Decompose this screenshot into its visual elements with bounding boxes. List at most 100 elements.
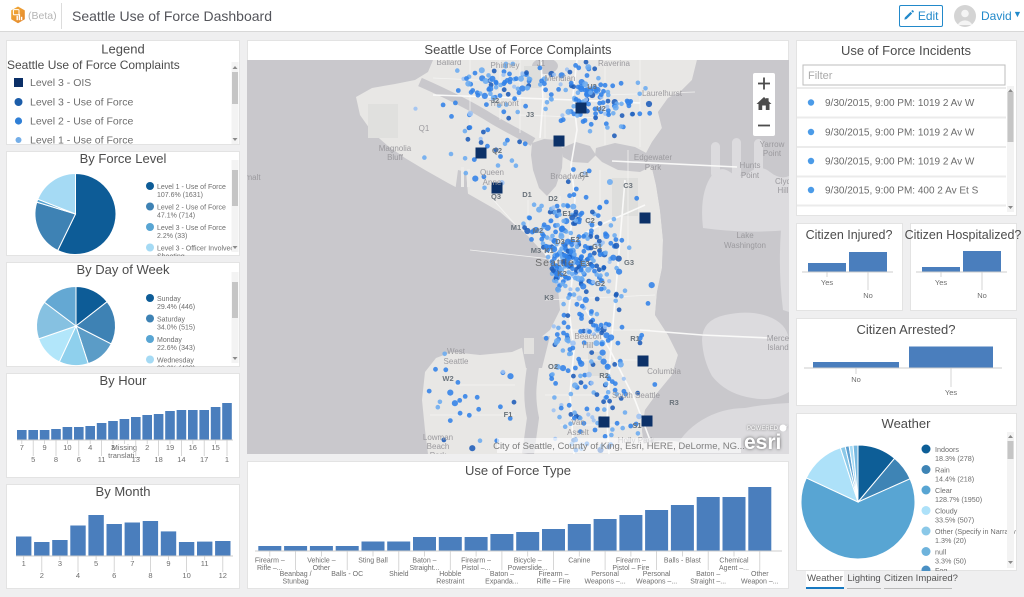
svg-text:22.6% (343): 22.6% (343)	[157, 345, 195, 352]
svg-text:Phinney: Phinney	[491, 61, 520, 70]
svg-text:U2: U2	[596, 104, 606, 113]
svg-text:Asselt: Asselt	[567, 428, 590, 437]
svg-text:Chemical: Chemical	[719, 558, 749, 565]
svg-text:F1: F1	[504, 410, 513, 419]
svg-text:C2: C2	[585, 216, 595, 225]
svg-text:47.1% (714): 47.1% (714)	[157, 213, 195, 220]
svg-text:12: 12	[219, 571, 227, 580]
svg-text:D1: D1	[522, 190, 532, 199]
svg-text:Yes: Yes	[945, 388, 957, 397]
svg-text:S1: S1	[632, 421, 641, 430]
svg-text:Pistol –...: Pistol –...	[462, 565, 491, 572]
svg-text:17: 17	[200, 455, 208, 464]
svg-text:K2: K2	[557, 269, 567, 278]
svg-text:5: 5	[31, 455, 35, 464]
svg-text:West: West	[447, 347, 466, 356]
svg-text:South Seattle: South Seattle	[612, 391, 661, 400]
svg-text:Other (Specify in Narrativ: Other (Specify in Narrativ	[935, 527, 1016, 536]
svg-text:Beacon: Beacon	[574, 332, 601, 341]
svg-text:E3: E3	[580, 259, 589, 268]
svg-text:Level 2 - Use of Force: Level 2 - Use of Force	[157, 205, 226, 212]
svg-text:Q3: Q3	[491, 192, 501, 201]
svg-text:Laurelhurst: Laurelhurst	[642, 89, 683, 98]
svg-text:Weapon –...: Weapon –...	[741, 579, 779, 586]
svg-text:No: No	[851, 375, 861, 384]
svg-text:8: 8	[148, 571, 152, 580]
svg-text:3: 3	[58, 559, 62, 568]
svg-text:By Hour: By Hour	[100, 373, 148, 388]
svg-text:J2: J2	[491, 96, 499, 105]
svg-text:2.2% (33): 2.2% (33)	[157, 233, 187, 240]
svg-text:R1: R1	[630, 334, 640, 343]
svg-text:Weather: Weather	[882, 416, 932, 431]
svg-text:Hill: Hill	[777, 186, 788, 195]
svg-text:Tremont: Tremont	[489, 99, 519, 108]
svg-text:malt: malt	[247, 173, 261, 182]
svg-text:15: 15	[211, 443, 219, 452]
svg-text:Powerslide...: Powerslide...	[508, 565, 548, 572]
svg-text:Firearm –: Firearm –	[616, 558, 646, 565]
svg-text:Broadway: Broadway	[550, 172, 586, 181]
svg-text:34.0% (515): 34.0% (515)	[157, 325, 195, 332]
svg-text:City of Seattle, County of Kin: City of Seattle, County of King, Esri, H…	[493, 441, 745, 452]
svg-text:3: 3	[111, 443, 115, 452]
svg-text:33.5% (507): 33.5% (507)	[935, 516, 974, 525]
svg-text:E1: E1	[562, 209, 571, 218]
svg-text:R3: R3	[669, 398, 679, 407]
svg-text:9/30/2015, 9:00 PM: 1019 2 Av: 9/30/2015, 9:00 PM: 1019 2 Av W	[825, 98, 975, 109]
svg-text:19: 19	[166, 443, 174, 452]
svg-text:Raverina: Raverina	[598, 60, 631, 68]
svg-text:Other: Other	[313, 565, 331, 572]
svg-text:Canine: Canine	[568, 558, 590, 565]
svg-text:By Month: By Month	[96, 484, 151, 499]
svg-text:Level 3 - OIS: Level 3 - OIS	[30, 77, 91, 89]
svg-text:Citizen Hospitalized?: Citizen Hospitalized?	[905, 228, 1022, 242]
svg-text:Hunts: Hunts	[740, 161, 761, 170]
svg-text:Restraint: Restraint	[436, 579, 464, 586]
svg-text:3.3% (50): 3.3% (50)	[935, 557, 966, 566]
svg-text:No: No	[863, 291, 873, 300]
svg-text:Bicycle –: Bicycle –	[514, 558, 542, 565]
svg-text:Hill: Hill	[582, 341, 593, 350]
svg-text:M3: M3	[531, 246, 541, 255]
svg-text:Rifle – Fire: Rifle – Fire	[537, 579, 571, 586]
svg-text:Yes: Yes	[821, 278, 833, 287]
svg-text:C1: C1	[579, 170, 589, 179]
svg-text:Monday: Monday	[157, 337, 182, 344]
svg-text:4: 4	[76, 571, 80, 580]
svg-text:Firearm –: Firearm –	[461, 558, 491, 565]
svg-text:11: 11	[201, 559, 209, 568]
svg-text:K3: K3	[544, 293, 554, 302]
svg-text:Baton –: Baton –	[490, 571, 514, 578]
svg-text:Straight –...: Straight –...	[690, 579, 726, 586]
svg-text:M1: M1	[511, 223, 521, 232]
svg-text:18: 18	[154, 455, 162, 464]
svg-text:Balls - OC: Balls - OC	[331, 571, 363, 578]
svg-text:Missing: Missing	[112, 443, 137, 452]
svg-text:13: 13	[132, 455, 140, 464]
svg-text:Other: Other	[751, 571, 769, 578]
svg-text:Anne: Anne	[483, 178, 502, 187]
svg-text:Yarrow: Yarrow	[760, 140, 785, 149]
svg-text:By Force Level: By Force Level	[80, 151, 167, 166]
svg-text:Van: Van	[571, 418, 585, 427]
svg-text:Stunbag: Stunbag	[283, 579, 309, 586]
svg-text:11: 11	[98, 455, 106, 464]
svg-text:U3: U3	[587, 82, 597, 91]
svg-text:Clear: Clear	[935, 486, 953, 495]
svg-text:Firearm –: Firearm –	[255, 558, 285, 565]
svg-text:Beach: Beach	[427, 442, 450, 451]
svg-text:8: 8	[54, 455, 58, 464]
svg-text:J1: J1	[537, 60, 546, 68]
svg-text:Indoors: Indoors	[935, 445, 959, 454]
svg-text:7: 7	[20, 443, 24, 452]
svg-text:Weapons –...: Weapons –...	[636, 579, 677, 586]
svg-text:2: 2	[145, 443, 149, 452]
svg-text:6: 6	[112, 571, 116, 580]
svg-text:Level 3 - Officer Involved: Level 3 - Officer Involved	[157, 246, 234, 253]
svg-text:Rain: Rain	[935, 466, 950, 475]
svg-text:Columbia: Columbia	[647, 367, 681, 376]
svg-text:Park: Park	[430, 451, 447, 454]
svg-text:4: 4	[88, 443, 92, 452]
svg-text:7: 7	[130, 559, 134, 568]
